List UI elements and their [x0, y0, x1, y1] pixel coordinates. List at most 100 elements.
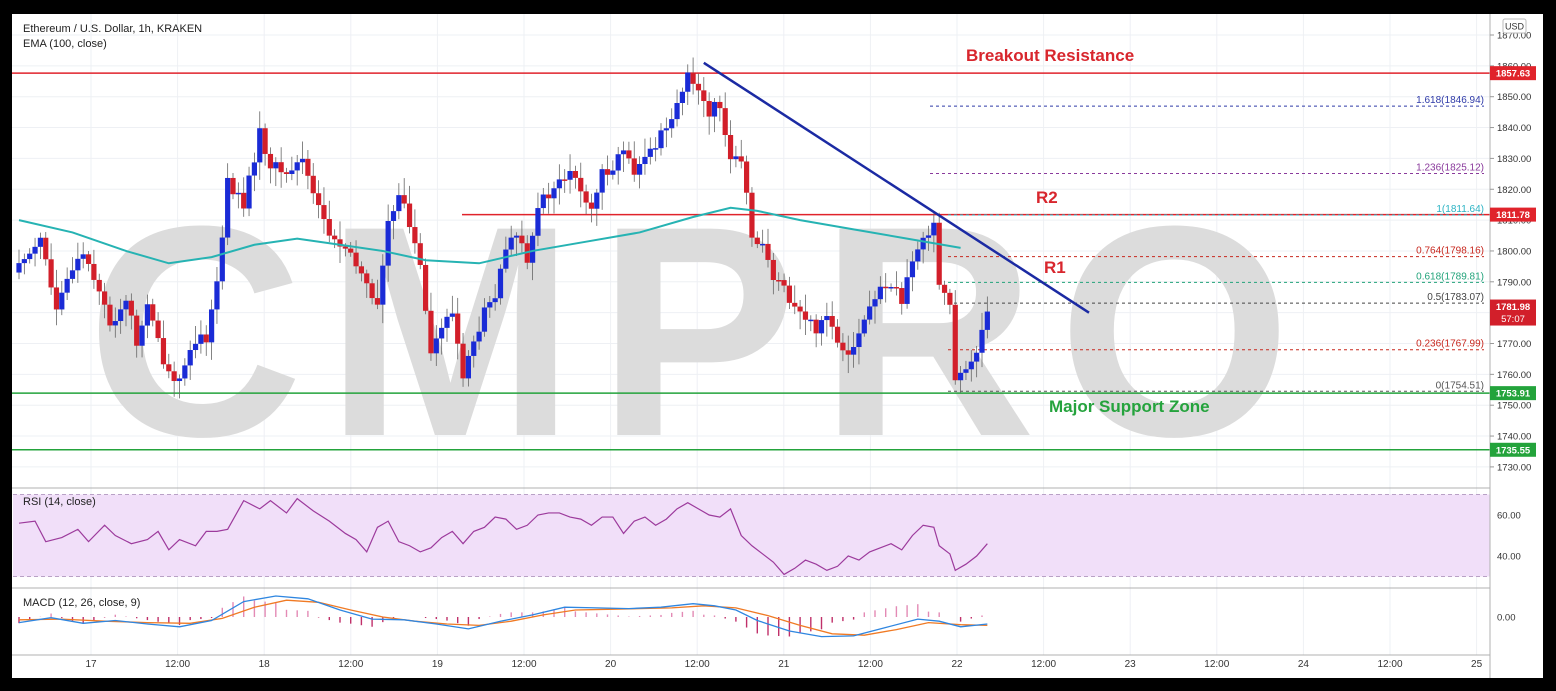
rsi-band: [13, 494, 1490, 577]
candle-body: [358, 266, 364, 274]
candle: [941, 280, 948, 305]
candle: [423, 258, 429, 315]
candle-body: [808, 319, 814, 322]
candle-body: [690, 72, 696, 84]
time-tick-label: 12:00: [858, 659, 883, 670]
candle-body: [722, 108, 728, 136]
candle-body: [267, 153, 274, 169]
candle-body: [278, 162, 284, 173]
candle: [187, 340, 193, 380]
time-tick-label: 23: [1125, 659, 1137, 670]
candle: [16, 249, 22, 280]
candle-body: [69, 270, 76, 279]
candle-body: [102, 291, 108, 305]
candle-body: [364, 273, 370, 284]
r2-annotation: R2: [1036, 188, 1058, 207]
ema-100-line: [18, 206, 961, 265]
fib-label: 1.236(1825.12): [1416, 162, 1484, 173]
candle: [888, 283, 894, 292]
candle-body: [840, 342, 846, 351]
candle: [449, 295, 455, 322]
candle-body: [824, 316, 830, 321]
fib-label: 0.5(1783.07): [1427, 292, 1484, 303]
time-tick-label: 20: [605, 659, 617, 670]
candle-body: [289, 170, 295, 174]
candle: [310, 163, 316, 204]
candle: [267, 147, 274, 184]
candle-body: [915, 249, 921, 262]
currency-badge[interactable]: USD: [1502, 18, 1527, 34]
candle-body: [423, 264, 429, 311]
candle: [952, 290, 958, 385]
ema-legend[interactable]: EMA (100, close): [23, 38, 107, 50]
candle: [834, 319, 841, 348]
candle-body: [765, 243, 771, 260]
candle: [920, 231, 926, 264]
candle: [235, 182, 241, 209]
candle-body: [471, 341, 477, 356]
candle: [497, 264, 504, 305]
candle-body: [952, 304, 958, 381]
trendline[interactable]: [703, 61, 1090, 314]
candle-body: [294, 162, 300, 171]
time-axis[interactable]: 17 12:00 18 12:00 19 12:00 20 12:00 21 12:00 22 12:…: [85, 659, 1482, 670]
candle-body: [610, 170, 616, 175]
candle: [171, 361, 177, 397]
candle-body: [417, 243, 423, 265]
candle: [706, 92, 712, 135]
candle: [562, 169, 568, 193]
candle: [738, 139, 744, 169]
candle-body: [797, 306, 803, 312]
countdown-tag: 57:07: [1501, 314, 1525, 325]
candle: [610, 160, 616, 180]
candle: [818, 315, 825, 346]
candle-body: [118, 309, 124, 322]
candle: [273, 157, 279, 187]
candle-body: [519, 235, 525, 244]
candle-body: [476, 331, 482, 342]
ema-line: [18, 206, 961, 265]
candle-body: [872, 299, 878, 307]
candle-body: [299, 158, 306, 163]
price-axis[interactable]: 1870.001860.001850.001840.001830.001820.…: [1490, 31, 1531, 474]
candle: [251, 152, 257, 192]
candle-body: [75, 258, 81, 271]
candle: [401, 178, 407, 209]
candle-body: [738, 156, 744, 162]
candle-body: [626, 150, 632, 159]
candle-body: [733, 156, 739, 160]
candle: [80, 242, 86, 269]
candle: [476, 316, 482, 350]
candle-body: [123, 300, 129, 310]
candle: [358, 261, 364, 282]
candle: [348, 241, 354, 257]
candle: [594, 188, 600, 226]
candle: [770, 252, 776, 295]
candle: [32, 237, 38, 267]
rsi-legend[interactable]: RSI (14, close): [23, 496, 96, 508]
candle: [642, 138, 648, 175]
macd-legend[interactable]: MACD (12, 26, close, 9): [23, 597, 140, 609]
candle-body: [888, 287, 894, 289]
candle-body: [433, 338, 439, 354]
fib-label: 0(1754.51): [1436, 380, 1484, 391]
candle: [626, 141, 632, 164]
candle: [733, 145, 739, 168]
candle-body: [369, 283, 375, 299]
candle-body: [246, 175, 252, 209]
candle: [406, 185, 413, 234]
symbol-title: Ethereum / U.S. Dollar, 1h, KRAKEN: [23, 23, 202, 35]
candle: [925, 225, 932, 251]
candle: [118, 298, 124, 334]
candle: [808, 315, 814, 332]
candle-body: [455, 313, 461, 344]
candle-body: [273, 162, 279, 169]
candle: [513, 232, 520, 256]
fib-label: 0.236(1767.99): [1416, 339, 1484, 350]
candle: [321, 187, 327, 234]
candle-body: [770, 259, 776, 281]
rsi-line: [18, 497, 988, 576]
candle-body: [112, 321, 118, 326]
price-tick-label: 1850.00: [1497, 92, 1531, 103]
